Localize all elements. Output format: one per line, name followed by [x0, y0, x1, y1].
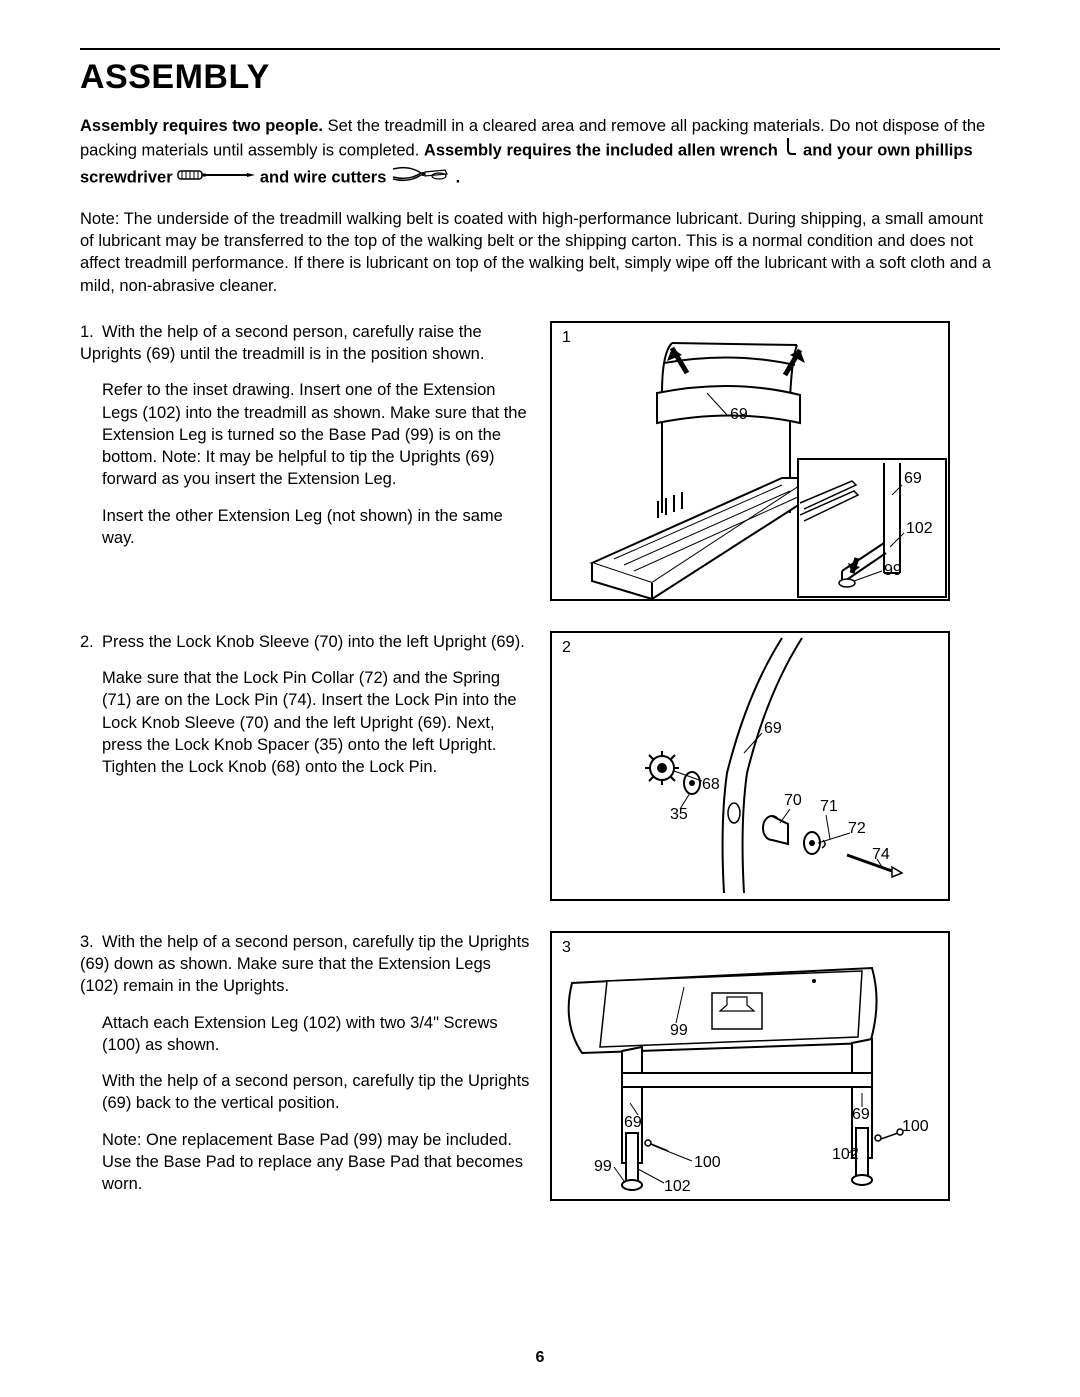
fig2-label-72: 72: [848, 820, 866, 837]
intro-bold-2: Assembly requires the included allen wre…: [424, 142, 778, 160]
fig1-label-69b: 69: [904, 470, 922, 487]
step-1-p2: Refer to the inset drawing. Insert one o…: [80, 379, 530, 490]
fig2-label-35: 35: [670, 806, 688, 823]
step-2-p1: Press the Lock Knob Sleeve (70) into the…: [102, 633, 525, 651]
step-2-row: 2.Press the Lock Knob Sleeve (70) into t…: [80, 631, 1000, 901]
steps-container: 1.With the help of a second person, care…: [80, 321, 1000, 1210]
intro-bold-4: and wire cutters: [260, 168, 387, 186]
fig3-label-100l: 100: [694, 1154, 721, 1171]
step-1-p1: With the help of a second person, carefu…: [80, 323, 484, 363]
fig3-label-69r: 69: [852, 1106, 870, 1123]
allen-wrench-icon: [782, 136, 798, 164]
fig3-label-99t: 99: [670, 1022, 688, 1039]
step-2-p2: Make sure that the Lock Pin Collar (72) …: [80, 667, 530, 778]
screwdriver-icon: [177, 166, 255, 188]
intro-bold-1: Assembly requires two people.: [80, 117, 323, 135]
fig2-label-68: 68: [702, 776, 720, 793]
step-3-p3: With the help of a second person, carefu…: [80, 1070, 530, 1115]
step-1-row: 1.With the help of a second person, care…: [80, 321, 1000, 601]
step-1-num: 1.: [80, 321, 102, 343]
figure-1: 1: [550, 321, 1000, 601]
note-paragraph: Note: The underside of the treadmill wal…: [80, 208, 1000, 297]
fig2-label-70: 70: [784, 792, 802, 809]
figure-2-svg: 69 68 35 70 71 72 74: [552, 633, 948, 899]
figure-2-num: 2: [562, 639, 571, 657]
fig3-label-100r: 100: [902, 1118, 929, 1135]
step-1-text: 1.With the help of a second person, care…: [80, 321, 530, 563]
intro-paragraph: Assembly requires two people. Set the tr…: [80, 115, 1000, 190]
figure-1-num: 1: [562, 329, 571, 347]
section-title: ASSEMBLY: [80, 58, 1000, 97]
fig2-label-74: 74: [872, 846, 890, 863]
fig3-label-99l: 99: [594, 1158, 612, 1175]
fig2-label-71: 71: [820, 798, 838, 815]
figure-3: 3: [550, 931, 1000, 1201]
figure-1-svg: 69: [552, 323, 948, 599]
fig1-label-69a: 69: [730, 406, 748, 423]
step-1-p3: Insert the other Extension Leg (not show…: [80, 505, 530, 550]
fig3-label-102l: 102: [664, 1178, 691, 1195]
fig3-label-69l: 69: [624, 1114, 642, 1131]
step-3-row: 3. With the help of a second person, care…: [80, 931, 1000, 1210]
figure-2: 2: [550, 631, 1000, 901]
step-2-text: 2.Press the Lock Knob Sleeve (70) into t…: [80, 631, 530, 793]
wire-cutters-icon: [391, 165, 451, 189]
figure-3-svg: 99 69 69 100 102 100 102 99: [552, 933, 948, 1199]
step-2-num: 2.: [80, 631, 102, 653]
fig1-label-99: 99: [884, 562, 902, 579]
top-rule: [80, 48, 1000, 50]
manual-page: ASSEMBLY Assembly requires two people. S…: [0, 0, 1080, 1397]
intro-bold-5: .: [456, 168, 461, 186]
fig2-label-69: 69: [764, 720, 782, 737]
figure-3-num: 3: [562, 939, 571, 957]
step-3-p4: Note: One replacement Base Pad (99) may …: [80, 1129, 530, 1196]
fig3-label-102r: 102: [832, 1146, 859, 1163]
step-3-text: 3. With the help of a second person, care…: [80, 931, 530, 1210]
step-3-p2: Attach each Extension Leg (102) with two…: [80, 1012, 530, 1057]
page-number: 6: [0, 1349, 1080, 1367]
fig1-label-102: 102: [906, 520, 933, 537]
step-3-num: 3.: [80, 931, 102, 953]
